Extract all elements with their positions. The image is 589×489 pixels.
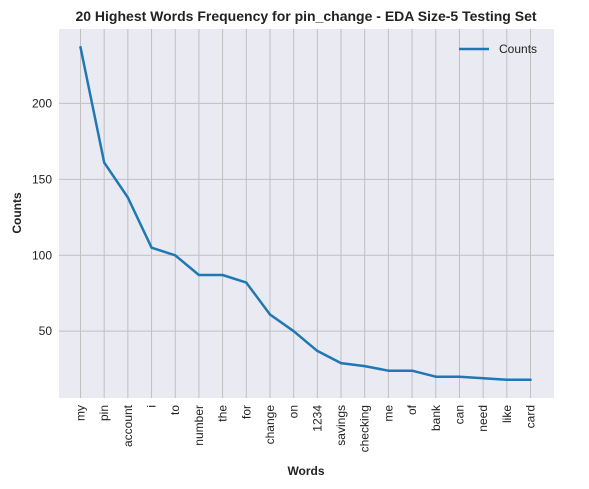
y-tick-label: 50 <box>39 324 53 338</box>
x-tick-label: to <box>168 405 182 415</box>
data-point <box>268 313 272 316</box>
series-line-counts <box>79 45 532 382</box>
data-point <box>458 375 461 378</box>
chart-title: 20 Highest Words Frequency for pin_chang… <box>75 8 536 24</box>
x-tick-label: 1234 <box>310 405 324 432</box>
x-tick-label: the <box>216 405 230 422</box>
data-point <box>292 330 295 333</box>
x-tick-label: of <box>405 404 419 415</box>
x-tick-label: i <box>145 405 159 408</box>
y-tick-label: 200 <box>32 96 52 110</box>
x-axis-ticks: my pin account i to number the for change on 1234 s… <box>74 404 538 452</box>
y-axis-label: Counts <box>10 192 24 234</box>
x-tick-label: like <box>500 405 514 423</box>
data-point <box>197 273 201 277</box>
legend-label: Counts <box>499 42 537 56</box>
data-point <box>221 273 224 277</box>
data-point <box>434 375 437 378</box>
y-tick-label: 150 <box>32 172 52 186</box>
x-tick-label: me <box>381 405 395 422</box>
x-tick-label: number <box>192 405 206 446</box>
plot-area <box>59 29 554 398</box>
data-point <box>410 369 414 372</box>
x-tick-label: bank <box>429 404 443 431</box>
y-axis-ticks: 50 100 150 200 <box>32 96 52 338</box>
data-point <box>79 46 82 49</box>
data-point <box>245 281 248 284</box>
legend: Counts <box>459 42 537 56</box>
data-point <box>316 349 319 353</box>
y-tick-label: 100 <box>32 248 52 262</box>
data-point <box>339 361 343 365</box>
series-layer <box>79 45 532 382</box>
x-tick-label: on <box>287 405 301 418</box>
x-tick-label: for <box>239 405 253 419</box>
data-point <box>529 378 532 381</box>
data-point <box>103 161 106 164</box>
data-point <box>505 378 508 381</box>
x-tick-label: can <box>452 405 466 424</box>
x-tick-label: card <box>524 405 538 428</box>
x-tick-label: savings <box>334 405 348 446</box>
data-point <box>174 254 177 257</box>
x-tick-label: change <box>263 405 277 445</box>
grid-lines <box>59 29 554 398</box>
x-tick-label: my <box>74 405 88 421</box>
data-point <box>126 196 129 199</box>
x-tick-label: checking <box>358 405 372 452</box>
data-point <box>363 365 366 368</box>
data-point <box>387 369 390 372</box>
x-tick-label: pin <box>97 405 111 421</box>
x-axis-label: Words <box>287 464 324 478</box>
x-tick-label: need <box>476 405 490 432</box>
data-point <box>482 377 485 380</box>
data-point <box>150 246 153 249</box>
x-tick-label: account <box>121 404 135 447</box>
